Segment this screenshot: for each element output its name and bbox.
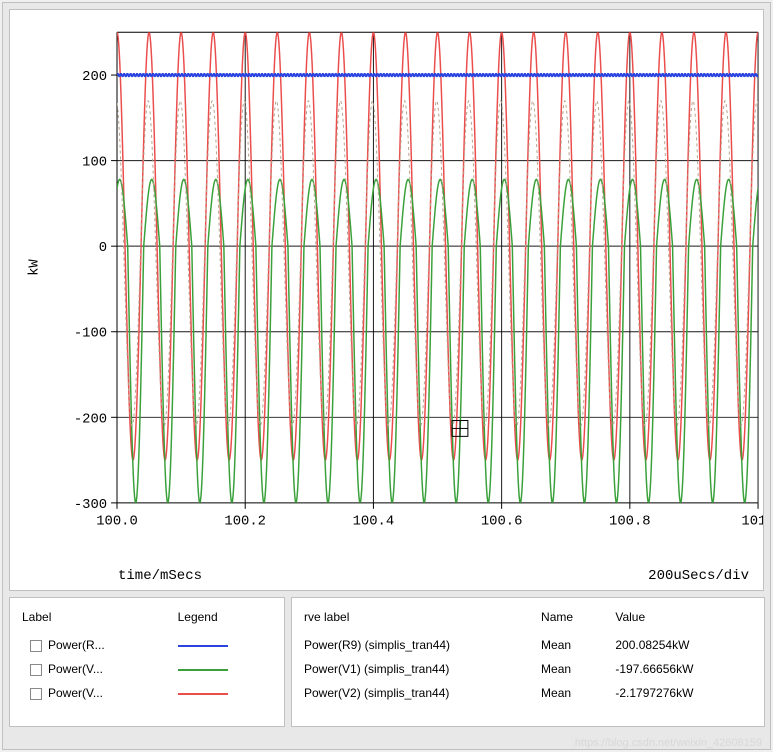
values-row: Power(V1) (simplis_tran44)Mean-197.66656… [300, 658, 756, 680]
curve-label: Power(V1) (simplis_tran44) [300, 658, 535, 680]
legend-header-legend: Legend [174, 608, 276, 632]
legend-table: Label Legend Power(R... Power(V... Power(V… [16, 606, 278, 706]
values-header-curve: rve label [300, 608, 535, 632]
svg-text:100.6: 100.6 [481, 514, 523, 530]
svg-text:101.: 101. [741, 514, 763, 530]
legend-label: Power(R... [48, 638, 105, 652]
legend-checkbox[interactable] [30, 688, 42, 700]
values-row: Power(V2) (simplis_tran44)Mean-2.1797276… [300, 682, 756, 704]
cursor-marker[interactable] [452, 421, 468, 437]
x-axis-label: time/mSecs [118, 568, 202, 584]
legend-swatch [178, 693, 228, 695]
stat-name: Mean [537, 682, 609, 704]
svg-text:kW: kW [27, 259, 43, 276]
values-panel: rve label Name Value Power(R9) (simplis_… [291, 597, 765, 727]
svg-text:-300: -300 [74, 497, 107, 513]
stat-name: Mean [537, 658, 609, 680]
svg-text:100: 100 [82, 155, 107, 171]
svg-text:100.0: 100.0 [96, 514, 138, 530]
chart-area[interactable]: -300 -200 -100 0 100 200 kW 100.0 100.2 100.4 100.… [10, 10, 763, 540]
legend-row: Power(V... [18, 658, 276, 680]
values-row: Power(R9) (simplis_tran44)Mean200.08254k… [300, 634, 756, 656]
svg-text:100.8: 100.8 [609, 514, 651, 530]
chart-svg[interactable]: -300 -200 -100 0 100 200 kW 100.0 100.2 100.4 100.… [10, 10, 763, 540]
svg-text:-200: -200 [74, 411, 107, 427]
legend-header-label: Label [18, 608, 172, 632]
legend-checkbox[interactable] [30, 640, 42, 652]
stat-value: -197.66656kW [611, 658, 756, 680]
stat-name: Mean [537, 634, 609, 656]
svg-text:100.2: 100.2 [224, 514, 266, 530]
legend-label: Power(V... [48, 686, 103, 700]
values-table: rve label Name Value Power(R9) (simplis_… [298, 606, 758, 706]
svg-text:200: 200 [82, 69, 107, 85]
curve-label: Power(V2) (simplis_tran44) [300, 682, 535, 704]
legend-panel: Label Legend Power(R... Power(V... Power(V… [9, 597, 285, 727]
legend-row: Power(R... [18, 634, 276, 656]
values-header-value: Value [611, 608, 756, 632]
tables-row: Label Legend Power(R... Power(V... Power(V… [9, 597, 764, 727]
series-power_v1[interactable] [117, 179, 758, 502]
app-window: -300 -200 -100 0 100 200 kW 100.0 100.2 100.4 100.… [2, 2, 771, 750]
stat-value: -2.1797276kW [611, 682, 756, 704]
svg-text:0: 0 [99, 240, 107, 256]
stat-value: 200.08254kW [611, 634, 756, 656]
legend-swatch [178, 645, 228, 647]
curve-label: Power(R9) (simplis_tran44) [300, 634, 535, 656]
svg-text:100.4: 100.4 [353, 514, 395, 530]
chart-panel: -300 -200 -100 0 100 200 kW 100.0 100.2 100.4 100.… [9, 9, 764, 591]
svg-text:-100: -100 [74, 326, 107, 342]
legend-row: Power(V... [18, 682, 276, 704]
legend-label: Power(V... [48, 662, 103, 676]
legend-checkbox[interactable] [30, 664, 42, 676]
series-power_r9[interactable] [117, 74, 758, 76]
values-header-name: Name [537, 608, 609, 632]
legend-swatch [178, 669, 228, 671]
series-dashed_aux[interactable] [117, 101, 758, 426]
x-div-label: 200uSecs/div [648, 568, 749, 584]
watermark: https://blog.csdn.net/weixin_42608159 [575, 737, 762, 749]
